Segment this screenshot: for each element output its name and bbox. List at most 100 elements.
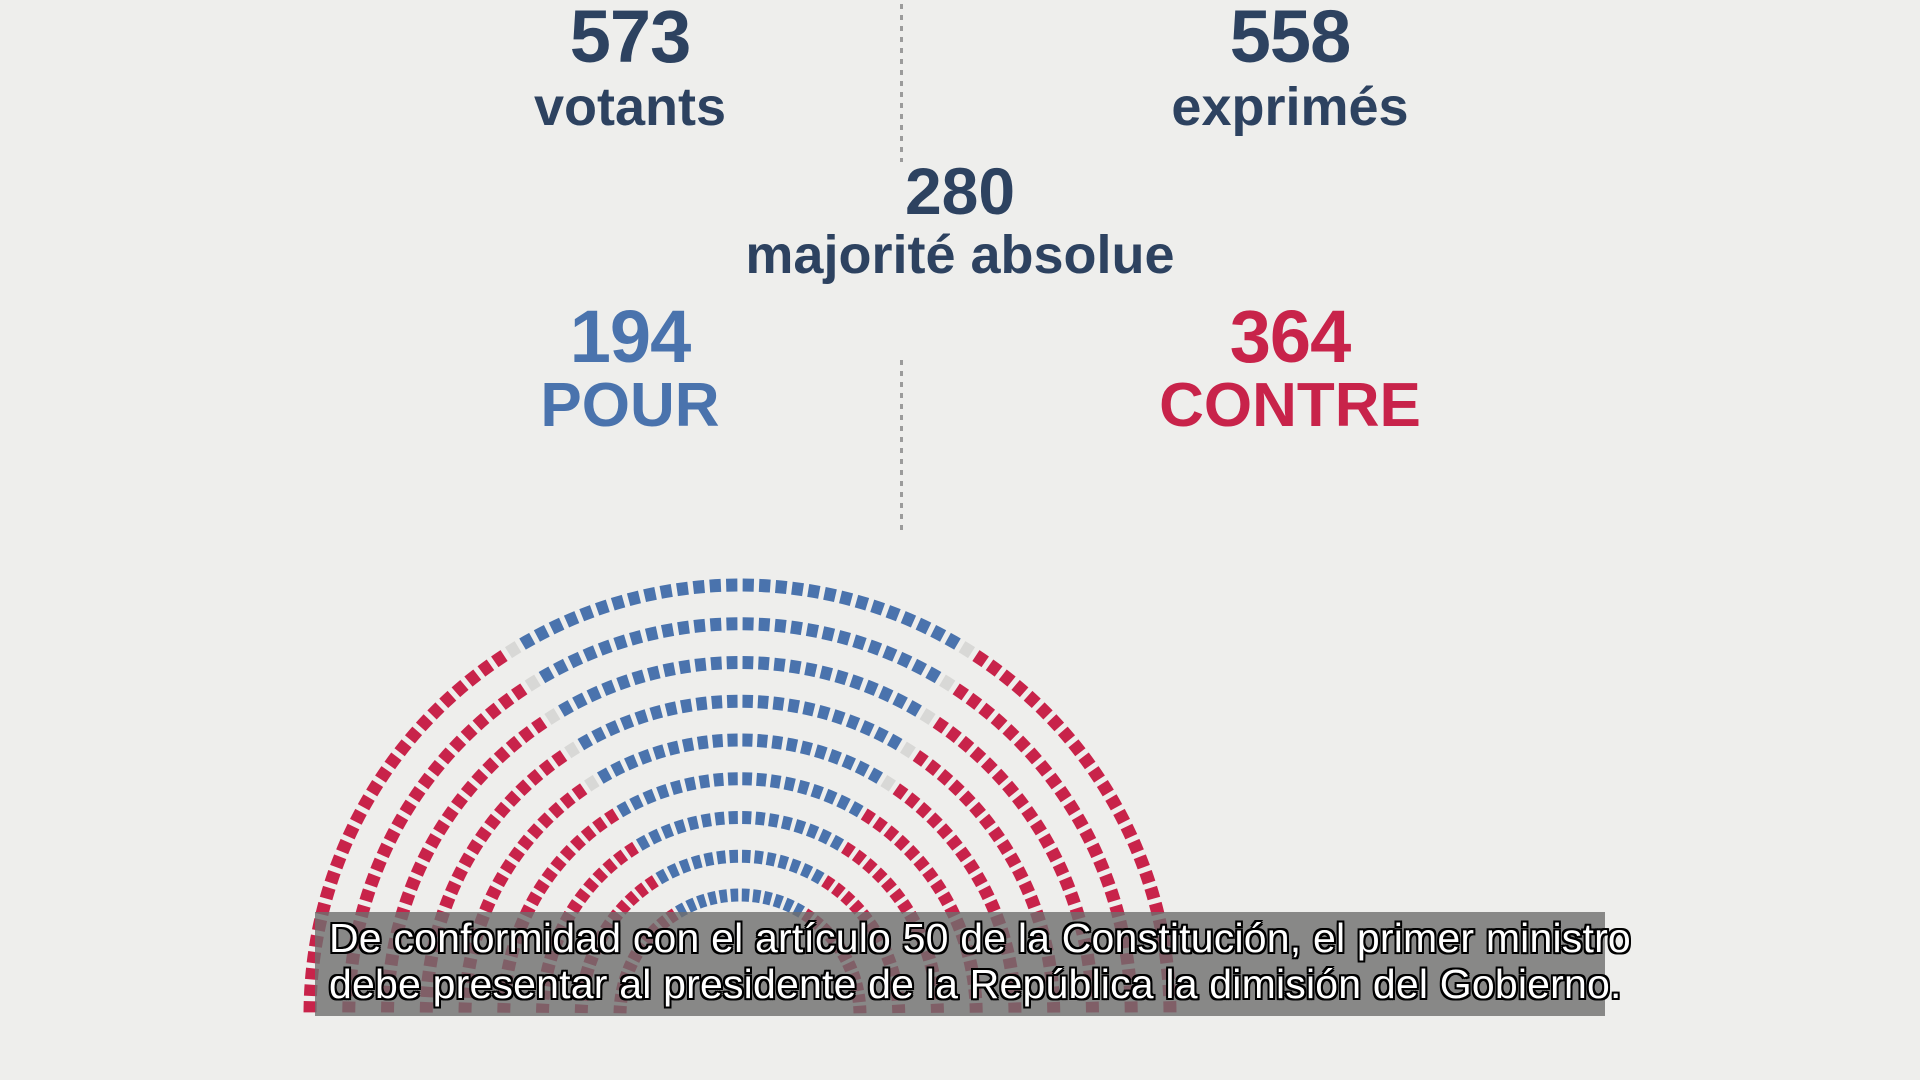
majority-value: 280 [904,154,1016,228]
hemicycle-seat [799,740,813,756]
hemicycle-seat [644,875,659,891]
hemicycle-seat [646,665,661,681]
hemicycle-seat [757,656,770,671]
hemicycle-seat [758,617,771,632]
hemicycle-seat [912,750,929,767]
hemicycle-seat [713,772,724,787]
hemicycle-seat [1087,766,1105,783]
hemicycle-seat [836,794,851,811]
hemicycle-seat [867,639,883,656]
hemicycle-seat [840,841,856,858]
hemicycle-seat [527,823,544,840]
hemicycle-seat [696,735,709,750]
hemicycle-seat [485,885,502,901]
hemicycle-seat [710,656,723,671]
hemicycle-seat [491,650,508,668]
hemicycle-seat [574,887,591,904]
hemicycle-seat [610,760,626,777]
hemicycle-seat [494,801,511,819]
hemicycle-seat [845,714,861,731]
hemicycle-seat [471,768,489,786]
hemicycle-seat [780,815,793,831]
hemicycle-seat [897,899,914,915]
hemicycle-seat [996,839,1014,855]
hemicycle-seat [482,757,500,775]
hemicycle-seat [652,744,666,760]
hemicycle-seat [1127,838,1144,855]
hemicycle-seat [774,618,787,633]
hemicycle-seat [677,620,690,636]
hemicycle-seat [583,877,600,893]
caption-line-2: debe presentar al presidente de la Repúb… [329,960,1622,1007]
hemicycle-seat [991,768,1009,786]
hemicycle-seat [553,658,569,676]
hemicycle-seat [799,863,814,879]
hemicycle-seat [656,783,670,800]
hemicycle-seat [366,779,384,797]
hemicycle-seat [823,587,837,603]
hemicycle-seat [624,841,640,858]
expressed-label: exprimés [1171,77,1409,137]
hemicycle-seat [848,801,864,818]
hemicycle-seat [823,788,838,805]
hemicycle-seat [577,733,594,751]
hemicycle-seat [1105,794,1123,811]
hemicycle-seat [605,720,621,737]
hemicycle-seat [1113,808,1130,825]
hemicycle-seat [913,855,930,872]
hemicycle-seat [878,685,894,703]
hemicycle-seat [484,702,502,720]
caption-line-1: De conformidad con el artículo 50 de la … [329,915,1631,961]
hemicycle-seat [624,754,639,771]
hemicycle-seat [958,790,976,807]
hemicycle-seat [615,899,632,915]
hemicycle-seat [930,879,947,895]
hemicycle-seat [831,882,846,899]
hemicycle-seat [772,696,785,711]
hemicycle-seat [666,863,681,879]
hemicycle-seat [773,657,786,672]
hemicycle-seat [937,891,954,907]
hemicycle-seat [904,845,921,862]
hemicycle-seat [892,783,909,800]
hemicycle-seat [629,630,644,646]
hemicycle-seat [889,887,906,904]
hemicycle-seat [1064,891,1081,906]
hemicycle-seat [805,823,820,840]
hemicycle-seat [678,858,692,874]
hemicycle-seat [673,819,687,835]
hemicycle-seat [612,849,629,866]
hemicycle-seat [827,749,842,765]
hemicycle-seat [785,737,799,753]
hemicycle-seat [805,623,820,638]
hemicycle-seat [821,626,836,642]
hemicycle-seat [782,897,795,913]
hemicycle-seat [936,769,954,786]
hemicycle-seat [664,701,678,717]
hemicycle-seat [383,828,401,844]
hemicycle-seat [1052,861,1070,877]
hemicycle-seat [391,813,409,830]
hemicycle-seat [548,802,565,819]
hemicycle-seat [687,815,700,831]
hemicycle-seat [415,714,434,732]
vertical-dotted-divider-bottom [900,360,903,535]
hemicycle-seat [659,584,673,599]
hemicycle-seat [802,701,816,717]
hemicycle-seat [694,657,707,672]
hemicycle-seat [716,850,727,865]
hemicycle-seat [948,779,965,797]
vote-statistics-panel: 573 votants 558 exprimés 280 majorité ab… [534,0,1480,535]
hemicycle-seat [685,897,698,913]
hemicycle-seat [1046,714,1065,732]
hemicycle-seat [893,834,910,851]
stat-expressed: 558 exprimés [1100,0,1480,138]
hemicycle-seat [1045,772,1063,790]
hemicycle-seat [567,651,584,669]
hemicycle-seat [394,739,412,757]
hemicycle-seat [758,578,771,593]
hemicycle-seat [460,780,478,798]
hemicycle-seat [655,868,670,885]
voters-value: 573 [569,0,691,78]
hemicycle-seat [364,872,381,888]
